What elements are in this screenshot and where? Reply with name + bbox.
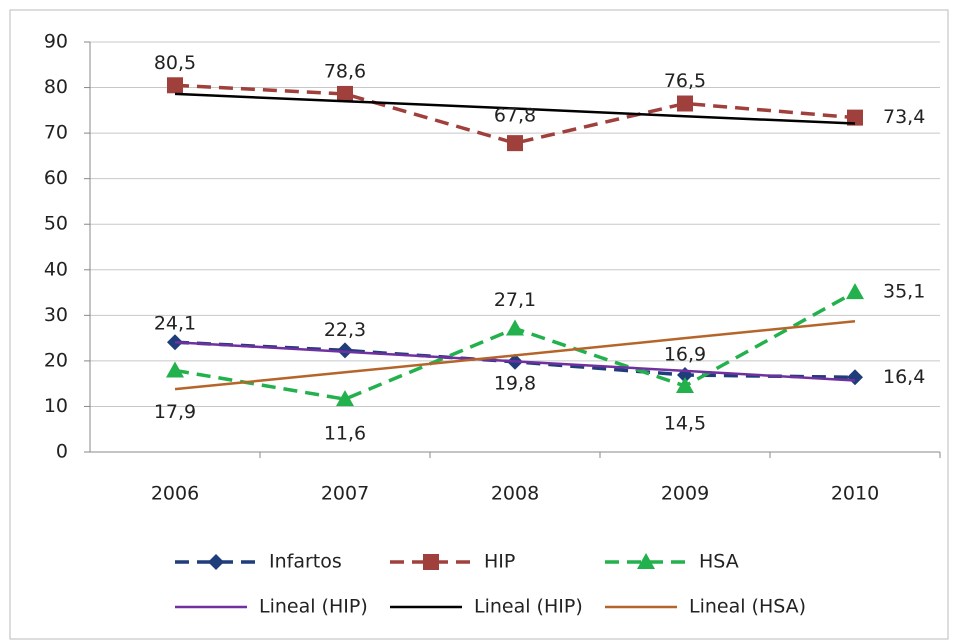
y-tick-label: 20 (44, 349, 68, 371)
legend-label: HSA (699, 551, 739, 573)
legend-label: Lineal (HIP) (259, 596, 368, 618)
data-label: 78,6 (324, 60, 366, 82)
y-tick-label: 90 (44, 31, 68, 53)
trend-line (174, 320, 856, 391)
x-tick-label: 2007 (321, 483, 369, 505)
series-line (174, 83, 856, 145)
legend-label: Lineal (HIP) (474, 596, 583, 618)
data-label: 80,5 (154, 52, 196, 74)
point (676, 376, 694, 393)
point (336, 390, 354, 407)
data-label: 76,5 (664, 70, 706, 92)
data-label: 16,9 (664, 344, 706, 366)
point (847, 109, 863, 126)
data-label: 17,9 (154, 401, 196, 423)
trend-line (174, 92, 856, 125)
y-tick-label: 70 (44, 122, 68, 144)
x-tick-label: 2010 (831, 483, 879, 505)
point (337, 85, 353, 102)
chart-frame (9, 9, 949, 640)
legend-marker (208, 554, 224, 570)
data-label: 35,1 (883, 281, 925, 303)
x-tick-label: 2008 (491, 483, 539, 505)
point (337, 342, 353, 359)
x-tick-label: 2009 (661, 483, 709, 505)
point (507, 135, 523, 152)
legend-label: Lineal (HSA) (689, 596, 806, 618)
y-tick-label: 40 (44, 258, 68, 280)
y-tick-label: 30 (44, 304, 68, 326)
point (167, 77, 183, 94)
legend-label: HIP (484, 551, 515, 573)
data-label: 22,3 (324, 319, 366, 341)
data-label: 11,6 (324, 423, 366, 445)
point (846, 283, 864, 300)
legend-marker (423, 554, 439, 570)
point (166, 361, 184, 378)
data-label: 24,1 (154, 313, 196, 335)
data-label: 16,4 (883, 366, 925, 388)
data-label: 67,8 (494, 105, 536, 127)
legend-label: Infartos (269, 551, 342, 573)
legend-marker (637, 553, 655, 569)
data-label: 19,8 (494, 372, 536, 394)
x-tick-label: 2006 (151, 483, 199, 505)
trend-line (174, 340, 856, 382)
data-label: 73,4 (883, 106, 925, 128)
y-tick-label: 50 (44, 213, 68, 235)
y-tick-label: 80 (44, 76, 68, 98)
data-label: 14,5 (664, 412, 706, 434)
y-tick-label: 10 (44, 395, 68, 417)
data-label: 27,1 (494, 289, 536, 311)
point (677, 95, 693, 112)
point (506, 319, 524, 336)
y-tick-label: 0 (56, 441, 68, 463)
y-tick-label: 60 (44, 167, 68, 189)
